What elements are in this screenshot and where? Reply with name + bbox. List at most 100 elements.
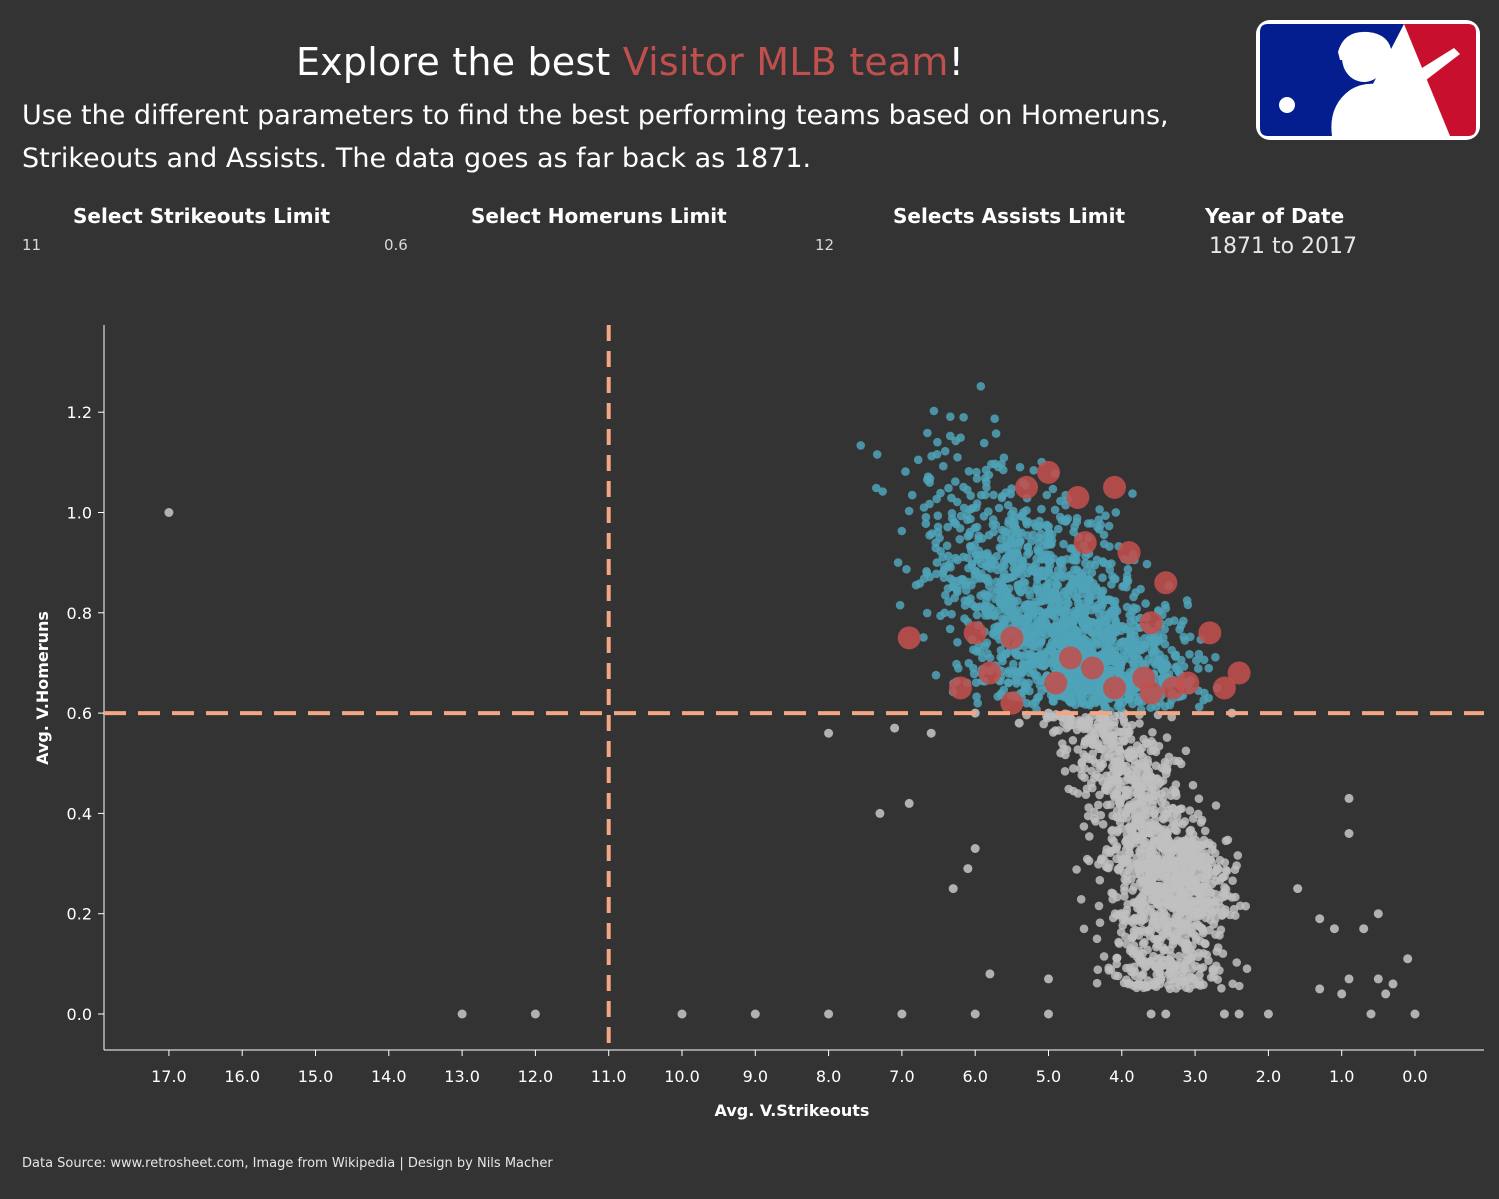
data-point: [1170, 978, 1180, 987]
data-point: [1209, 972, 1219, 982]
data-point: [1130, 631, 1139, 640]
best-team-point: [1212, 676, 1236, 700]
data-point: [949, 582, 959, 592]
below-threshold-points: [164, 508, 1420, 1019]
data-point: [1201, 913, 1211, 923]
subtitle-line-2: Strikeouts and Assists. The data goes as…: [22, 143, 812, 174]
data-point: [921, 519, 931, 528]
data-point: [1162, 923, 1171, 932]
data-point: [897, 526, 907, 536]
data-point: [1068, 697, 1077, 707]
data-point: [1118, 749, 1128, 758]
data-point: [1052, 636, 1061, 645]
data-point: [1161, 1009, 1171, 1019]
y-tick-label: 1.2: [67, 403, 92, 422]
data-point: [945, 624, 955, 634]
data-point: [1072, 517, 1082, 527]
data-point: [989, 490, 998, 500]
data-point: [1213, 907, 1222, 916]
data-point: [1118, 637, 1128, 647]
data-point: [824, 728, 834, 738]
data-point: [945, 431, 955, 441]
data-point: [1023, 550, 1032, 559]
data-point: [1154, 780, 1163, 789]
data-point: [1099, 952, 1109, 961]
data-point: [1068, 736, 1078, 745]
data-point: [1140, 634, 1150, 643]
data-point: [1093, 965, 1103, 974]
mlb-logo-icon: [1256, 20, 1480, 140]
data-point: [1199, 949, 1208, 958]
data-point: [994, 503, 1004, 513]
data-point: [1170, 825, 1180, 834]
data-point: [1211, 652, 1220, 662]
data-point: [1006, 606, 1016, 615]
data-point: [1410, 1009, 1420, 1019]
data-point: [1152, 935, 1162, 944]
homeruns-limit-value[interactable]: 0.6: [384, 236, 408, 254]
data-point: [1076, 722, 1086, 731]
data-point: [1012, 549, 1022, 558]
assists-limit-value[interactable]: 12: [815, 236, 835, 254]
data-point: [1003, 500, 1013, 510]
data-point: [1095, 713, 1105, 723]
data-point: [1035, 681, 1045, 690]
data-point: [1196, 818, 1206, 827]
best-team-point: [1081, 656, 1104, 680]
data-point: [981, 611, 990, 620]
data-point: [1188, 964, 1197, 973]
data-point: [1128, 489, 1137, 498]
data-point: [1228, 876, 1237, 885]
data-point: [966, 514, 975, 524]
data-point: [982, 638, 992, 648]
data-point: [1079, 685, 1089, 695]
data-point: [1122, 909, 1131, 919]
data-point: [1101, 511, 1110, 520]
strikeouts-limit-value[interactable]: 11: [22, 236, 42, 254]
data-point: [999, 568, 1009, 578]
data-point: [1164, 617, 1174, 627]
data-point: [1125, 849, 1134, 858]
data-point: [1042, 620, 1052, 630]
data-point: [1123, 565, 1133, 574]
data-point: [970, 523, 980, 533]
chart-axes: 17.0 16.0 15.0 14.0 13.0 12.0 11.0 10.0 9.0 8.0 7.…: [67, 325, 1484, 1086]
data-point: [1146, 927, 1156, 936]
data-point: [1149, 745, 1159, 755]
data-point: [1051, 578, 1061, 588]
data-point: [1186, 825, 1196, 835]
data-point: [965, 542, 975, 551]
x-tick-label: 10.0: [664, 1067, 700, 1086]
data-point: [1043, 595, 1052, 604]
data-point: [1191, 935, 1201, 944]
data-point: [990, 623, 999, 632]
data-point: [959, 413, 968, 422]
data-point: [1132, 860, 1142, 870]
data-point: [1160, 639, 1170, 649]
data-point: [1059, 744, 1068, 753]
data-point: [953, 453, 962, 462]
data-point: [936, 611, 945, 621]
data-point: [1032, 554, 1041, 564]
data-point: [1212, 947, 1221, 956]
data-point: [1129, 926, 1139, 936]
data-point: [1182, 941, 1192, 951]
data-point: [1232, 861, 1241, 870]
x-tick-label: 5.0: [1036, 1067, 1061, 1086]
data-point: [1373, 909, 1383, 919]
data-point: [1135, 719, 1144, 728]
data-point: [983, 548, 992, 558]
year-of-date-value[interactable]: 1871 to 2017: [1209, 234, 1358, 259]
data-point: [1122, 963, 1131, 973]
strikeouts-limit-label: Select Strikeouts Limit: [73, 204, 331, 228]
data-point: [1085, 832, 1094, 841]
data-point: [1141, 762, 1150, 771]
data-point: [1344, 829, 1354, 838]
data-point: [974, 531, 983, 541]
data-point: [1171, 650, 1180, 659]
data-point: [1175, 964, 1184, 973]
data-point: [1126, 916, 1136, 926]
data-point: [904, 798, 914, 808]
data-point: [1164, 854, 1174, 864]
data-point: [1113, 827, 1122, 837]
